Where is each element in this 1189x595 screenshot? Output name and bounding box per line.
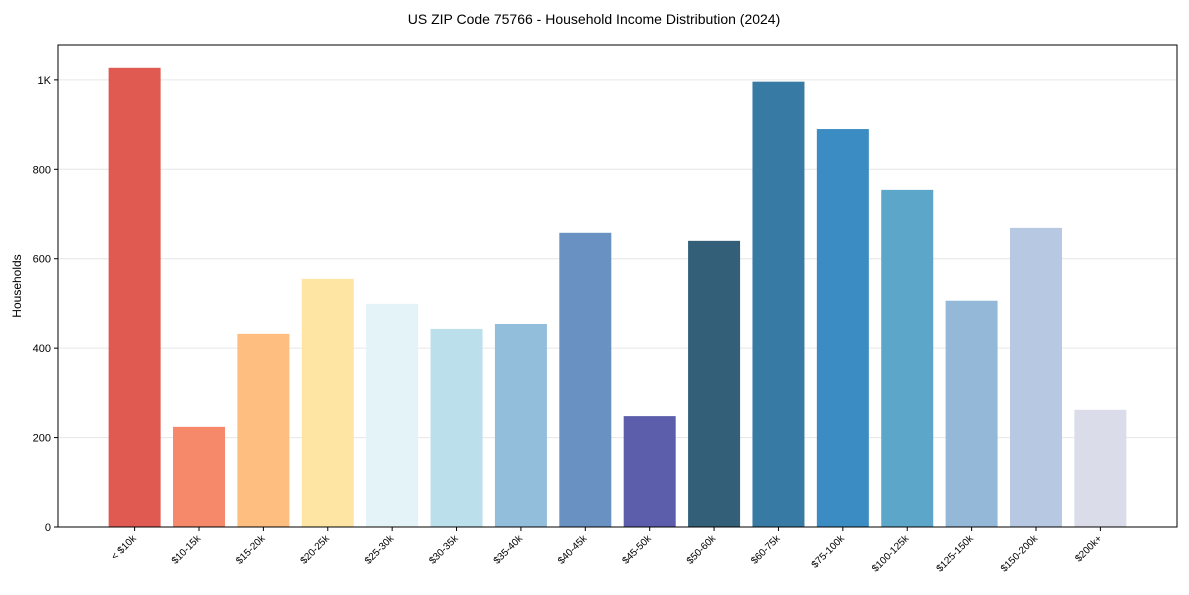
gridlines <box>58 79 1177 439</box>
bar-40-45k <box>559 232 612 527</box>
bar-125-150k <box>945 300 998 527</box>
x-tick-label: $60-75k <box>749 533 783 567</box>
y-tick-label: 200 <box>33 433 51 445</box>
x-tick-label: $20-25k <box>299 533 333 567</box>
x-tick-label: $75-100k <box>810 533 848 571</box>
x-tick-label: $25-30k <box>363 533 397 567</box>
y-tick-label: 600 <box>33 254 51 266</box>
y-tick-label: 800 <box>33 164 51 176</box>
chart-title: US ZIP Code 75766 - Household Income Dis… <box>408 11 781 27</box>
x-axis: < $10k $10-15k $15-20k $20-25k $25-30k $30-35… <box>110 527 1105 575</box>
y-tick-label: 400 <box>33 343 51 355</box>
plot-frame <box>57 44 1178 528</box>
x-tick-label: $40-45k <box>556 533 590 567</box>
bar-60-75k <box>752 81 805 528</box>
bar-15-20k <box>237 333 290 527</box>
x-tick-label: $10-15k <box>170 533 204 567</box>
x-tick-label: < $10k <box>110 533 140 563</box>
bars <box>108 67 1127 528</box>
x-tick-label: $35-40k <box>492 533 526 567</box>
x-tick-label: $200k+ <box>1073 533 1104 564</box>
bar-20-25k <box>301 278 354 527</box>
bar-75-100k <box>816 129 869 527</box>
bar-150-200k <box>1009 227 1062 527</box>
y-axis: 0 200 400 600 800 1K <box>33 75 58 534</box>
bar-100-125k <box>881 189 934 527</box>
bar-10k <box>108 67 161 527</box>
bar-45-50k <box>623 416 676 527</box>
x-tick-label: $100-125k <box>870 533 912 575</box>
x-tick-label: $45-50k <box>620 533 654 567</box>
bar-25-30k <box>366 303 419 527</box>
x-tick-label: $30-35k <box>427 533 461 567</box>
bar-10-15k <box>173 426 226 527</box>
bar-50-60k <box>688 240 741 527</box>
x-tick-label: $50-60k <box>685 533 719 567</box>
bar-35-40k <box>494 324 547 527</box>
y-axis-label: Households <box>10 254 24 317</box>
x-tick-label: $125-150k <box>935 533 977 575</box>
y-tick-label: 0 <box>45 522 51 534</box>
bar-30-35k <box>430 328 483 527</box>
bar-200k <box>1074 409 1127 527</box>
x-tick-label: $15-20k <box>234 533 268 567</box>
y-tick-label: 1K <box>38 75 52 87</box>
x-tick-label: $150-200k <box>999 533 1041 575</box>
